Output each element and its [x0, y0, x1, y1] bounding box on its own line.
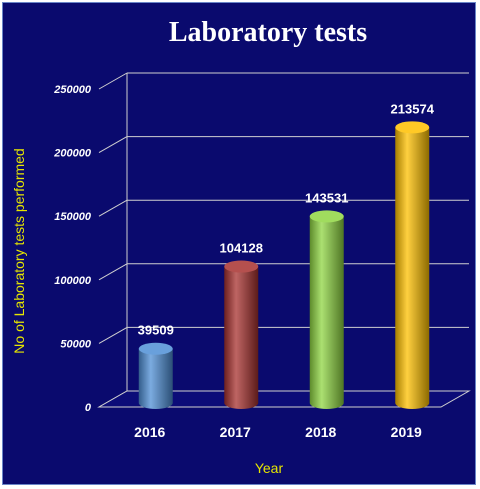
data-label: 213574 [391, 101, 435, 116]
data-label: 143531 [305, 190, 348, 205]
bar-2018 [309, 210, 344, 410]
bar-2017 [224, 260, 259, 410]
gridline-diagonal [98, 199, 128, 217]
gridline-diagonal [98, 326, 128, 344]
chart-title: Laboratory tests [169, 17, 367, 48]
bar-body [309, 216, 344, 410]
bar-top [309, 210, 344, 223]
gridline-diagonal [98, 136, 128, 154]
x-axis-title: Year [255, 460, 284, 476]
y-tick-label: 0 [85, 402, 92, 414]
x-tick-label: 2019 [391, 424, 422, 440]
bar-body [138, 348, 173, 410]
gridline-diagonal [98, 72, 128, 90]
data-label: 104128 [220, 241, 263, 256]
bar-layer [138, 121, 430, 410]
x-tick-labels: 2016 2017 2018 2019 [134, 424, 422, 440]
y-axis-title: No of Laboratory tests performed [11, 148, 27, 353]
x-tick-label: 2016 [134, 424, 165, 440]
bar-body [395, 127, 430, 410]
bar-chart: Laboratory tests 0 50000 100000 150000 20000… [11, 17, 471, 476]
data-label: 39509 [138, 323, 174, 338]
bar-body [224, 266, 259, 410]
x-tick-label: 2017 [220, 424, 251, 440]
bar-top [395, 121, 430, 134]
data-label-layer: 39509 104128 143531 213574 [138, 101, 435, 337]
y-tick-label: 250000 [53, 84, 92, 96]
y-tick-label: 150000 [54, 211, 92, 223]
y-tick-label: 100000 [54, 275, 92, 287]
y-tick-label: 200000 [53, 148, 92, 160]
bar-2019 [395, 121, 430, 410]
y-tick-labels: 0 50000 100000 150000 200000 250000 [53, 84, 92, 414]
x-tick-label: 2018 [305, 424, 336, 440]
y-tick-label: 50000 [60, 338, 91, 350]
bar-2016 [138, 342, 173, 410]
bar-top [224, 260, 259, 273]
gridline-diagonal [98, 263, 128, 281]
chart-frame: Laboratory tests 0 50000 100000 150000 20000… [2, 2, 476, 485]
bar-top [138, 342, 173, 355]
